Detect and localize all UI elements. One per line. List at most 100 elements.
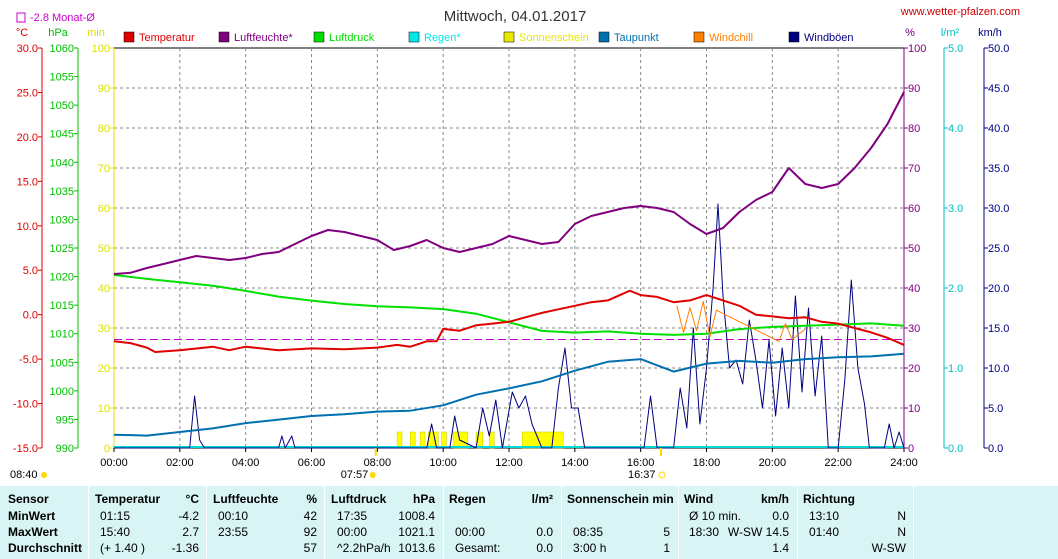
axis-label-wind-0: 50.0 (988, 43, 1009, 55)
axis-label-wind-3: 35.0 (988, 163, 1009, 175)
legend-swatch-7 (788, 31, 800, 43)
series-windchill (676, 300, 806, 342)
sunset-label: 16:37 (628, 469, 656, 481)
x-tick-label-5: 10:00 (429, 457, 457, 469)
axis-label-press-6: 1030 (50, 214, 74, 226)
axis-label-sun-8: 20 (98, 363, 110, 375)
axis-label-hum-2: 80 (908, 123, 920, 135)
x-tick-label-9: 18:00 (693, 457, 721, 469)
statistics-table: Sensor Temperatur °C Luftfeuchte% Luftdruck h… (0, 486, 1058, 559)
axis-label-wind-9: 5.0 (988, 403, 1003, 415)
stats-sun-time: 08:35 (573, 525, 604, 539)
stats-header-wind: Wind (684, 492, 714, 506)
x-tick-label-1: 02:00 (166, 457, 194, 469)
month-avg-label: -2.8 Monat-Ø (30, 12, 95, 24)
stats-header-rain: Regen (449, 492, 486, 506)
axis-unit-wind: km/h (978, 27, 1002, 39)
stats-dir-time: 01:40 (809, 525, 840, 539)
axis-label-temp-0: 30.0 (17, 43, 38, 55)
stats-hum-time: 00:10 (218, 509, 249, 523)
stats-hum-value: 42 (303, 509, 317, 523)
stats-sun-value: 1 (663, 541, 670, 555)
x-tick-label-3: 06:00 (298, 457, 326, 469)
sunshine-block-4 (441, 431, 447, 449)
stats-separator (561, 486, 562, 559)
axis-label-rain-0: 5.0 (948, 43, 963, 55)
axis-label-press-2: 1050 (50, 100, 74, 112)
sunrise-label: 08:40 (10, 469, 38, 481)
stats-header-sun: Sonnenschein min (567, 492, 674, 506)
series-temperature (113, 289, 905, 353)
stats-temp-value: 2.7 (182, 525, 199, 539)
axis-label-hum-4: 60 (908, 203, 920, 215)
axis-label-press-13: 995 (56, 414, 74, 426)
stats-rain-value: 0.0 (536, 541, 553, 555)
axis-label-hum-5: 50 (908, 243, 920, 255)
stats-temp-time: 01:15 (100, 509, 131, 523)
axis-unit-rain: l/m² (941, 27, 960, 39)
sunshine-block-2 (419, 431, 426, 449)
axis-label-temp-5: 5.0 (23, 265, 38, 277)
stats-press-value: 1013.6 (398, 541, 435, 555)
sunrise-icon (41, 472, 47, 478)
axis-label-press-5: 1035 (50, 186, 74, 198)
stats-press-value: 1008.4 (398, 509, 435, 523)
legend-swatch-2 (313, 31, 325, 43)
axis-label-sun-2: 80 (98, 123, 110, 135)
stats-separator (678, 486, 679, 559)
stats-rain-time: Gesamt: (455, 541, 501, 555)
stats-separator (324, 486, 325, 559)
stats-temp-value: -1.36 (171, 541, 199, 555)
stats-dir-time: 13:10 (809, 509, 840, 523)
axis-label-hum-9: 10 (908, 403, 920, 415)
x-tick-label-8: 16:00 (627, 457, 655, 469)
axis-label-wind-2: 40.0 (988, 123, 1009, 135)
axis-label-sun-5: 50 (98, 243, 110, 255)
axis-unit-temp: °C (16, 27, 28, 39)
month-avg-marker (16, 12, 26, 23)
axis-label-hum-7: 30 (908, 323, 920, 335)
axis-label-sun-0: 100 (92, 43, 110, 55)
stats-rain-time: 00:00 (455, 525, 486, 539)
axis-label-hum-10: 0 (908, 443, 914, 455)
legend-label-6: Windchill (709, 32, 753, 44)
stats-separator (443, 486, 444, 559)
source-link[interactable]: www.wetter-pfalzen.com (900, 6, 1020, 18)
axis-label-rain-2: 3.0 (948, 203, 963, 215)
sunshine-block-0 (396, 431, 403, 449)
stats-wind-value: W-SW 14.5 (727, 525, 789, 539)
sunshine-block-1 (410, 431, 416, 449)
legend-swatch-5 (598, 31, 610, 43)
x-tick-label-11: 22:00 (824, 457, 852, 469)
stats-header-temp-unit: °C (185, 492, 199, 506)
axis-label-hum-3: 70 (908, 163, 920, 175)
series-gusts (114, 203, 905, 449)
stats-row-label: MaxWert (8, 525, 58, 539)
stats-wind-time: 18:30 (689, 525, 720, 539)
axis-label-rain-4: 1.0 (948, 363, 963, 375)
sunset-icon (658, 471, 666, 479)
x-tick-label-4: 08:00 (364, 457, 392, 469)
legend-label-1: Luftfeuchte* (234, 32, 293, 44)
x-tick-label-10: 20:00 (759, 457, 787, 469)
axis-label-hum-0: 100 (908, 43, 926, 55)
legend-label-3: Regen* (424, 32, 461, 44)
legend-swatch-1 (218, 31, 230, 43)
axis-label-temp-1: 25.0 (17, 87, 38, 99)
stats-header-rain-unit: l/m² (531, 492, 553, 506)
axis-label-wind-4: 30.0 (988, 203, 1009, 215)
stats-hum-time: 23:55 (218, 525, 249, 539)
x-tick-label-0: 00:00 (100, 457, 128, 469)
stats-header-hum: Luftfeuchte (213, 492, 279, 506)
axis-label-press-3: 1045 (50, 129, 74, 141)
x-tick-label-6: 12:00 (495, 457, 523, 469)
stats-sun-value: 5 (663, 525, 670, 539)
axis-label-temp-3: 15.0 (17, 176, 38, 188)
stats-header-direction: Richtung (803, 492, 855, 506)
axis-label-press-14: 990 (56, 443, 74, 455)
axis-label-wind-10: 0.0 (988, 443, 1003, 455)
stats-header-press: Luftdruck (331, 492, 387, 506)
stats-header-press-unit: hPa (412, 492, 435, 506)
legend-label-5: Taupunkt (614, 32, 659, 44)
stats-temp-time: 15:40 (100, 525, 131, 539)
